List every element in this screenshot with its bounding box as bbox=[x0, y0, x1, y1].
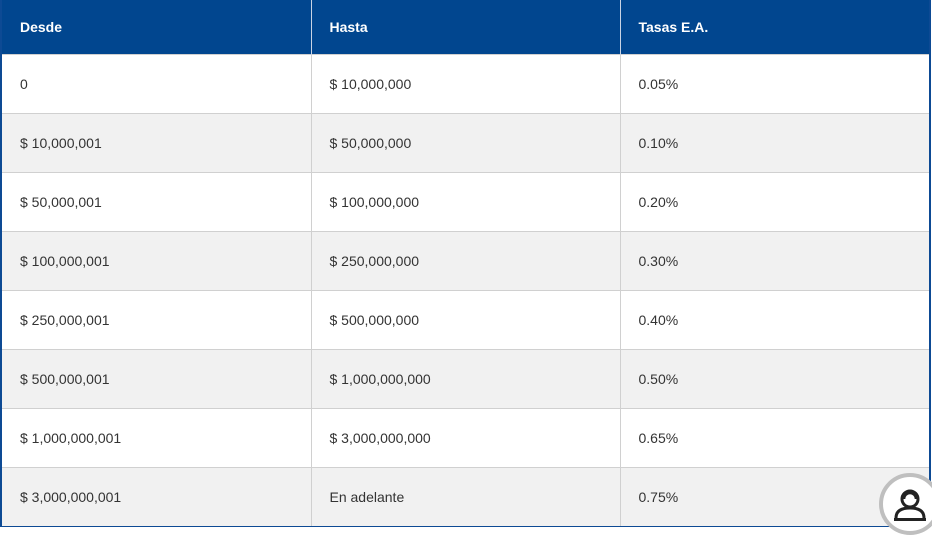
cell-tasa: 0.50% bbox=[620, 349, 929, 409]
cell-hasta: $ 3,000,000,000 bbox=[311, 408, 621, 468]
rates-table: Desde Hasta Tasas E.A. 0 $ 10,000,000 0.… bbox=[2, 0, 929, 526]
cell-hasta: $ 10,000,000 bbox=[311, 54, 621, 114]
header-hasta: Hasta bbox=[311, 0, 621, 55]
table-row: $ 10,000,001 $ 50,000,000 0.10% bbox=[2, 113, 929, 173]
cell-tasa: 0.40% bbox=[620, 290, 929, 350]
cell-hasta: $ 100,000,000 bbox=[311, 172, 621, 232]
cell-tasa: 0.75% bbox=[620, 467, 929, 526]
table-row: $ 250,000,001 $ 500,000,000 0.40% bbox=[2, 290, 929, 350]
header-tasas: Tasas E.A. bbox=[620, 0, 929, 55]
cell-desde: $ 500,000,001 bbox=[2, 349, 312, 409]
cell-desde: 0 bbox=[2, 54, 312, 114]
table-row: $ 50,000,001 $ 100,000,000 0.20% bbox=[2, 172, 929, 232]
cell-hasta: $ 250,000,000 bbox=[311, 231, 621, 291]
header-desde: Desde bbox=[2, 0, 312, 55]
cell-hasta: $ 500,000,000 bbox=[311, 290, 621, 350]
cell-hasta: $ 1,000,000,000 bbox=[311, 349, 621, 409]
cell-hasta: En adelante bbox=[311, 467, 621, 526]
table-row: $ 3,000,000,001 En adelante 0.75% bbox=[2, 467, 929, 526]
cell-tasa: 0.30% bbox=[620, 231, 929, 291]
cell-tasa: 0.10% bbox=[620, 113, 929, 173]
cell-desde: $ 100,000,001 bbox=[2, 231, 312, 291]
chat-assistant-icon bbox=[894, 489, 926, 521]
cell-hasta: $ 50,000,000 bbox=[311, 113, 621, 173]
table-row: $ 1,000,000,001 $ 3,000,000,000 0.65% bbox=[2, 408, 929, 468]
cell-desde: $ 3,000,000,001 bbox=[2, 467, 312, 526]
table-row: $ 500,000,001 $ 1,000,000,000 0.50% bbox=[2, 349, 929, 409]
table-row: 0 $ 10,000,000 0.05% bbox=[2, 54, 929, 114]
cell-tasa: 0.20% bbox=[620, 172, 929, 232]
cell-desde: $ 1,000,000,001 bbox=[2, 408, 312, 468]
cell-desde: $ 10,000,001 bbox=[2, 113, 312, 173]
cell-desde: $ 250,000,001 bbox=[2, 290, 312, 350]
cell-tasa: 0.65% bbox=[620, 408, 929, 468]
chat-assistant-button[interactable] bbox=[879, 473, 932, 535]
cell-tasa: 0.05% bbox=[620, 54, 929, 114]
table-header-row: Desde Hasta Tasas E.A. bbox=[2, 0, 929, 55]
table-row: $ 100,000,001 $ 250,000,000 0.30% bbox=[2, 231, 929, 291]
cell-desde: $ 50,000,001 bbox=[2, 172, 312, 232]
